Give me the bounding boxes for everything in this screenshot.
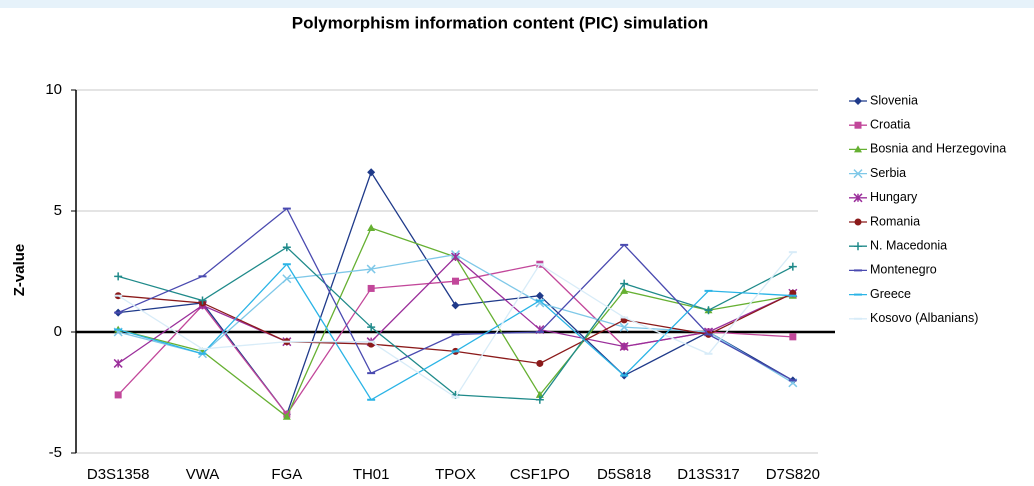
marker	[450, 252, 461, 262]
marker	[854, 121, 862, 129]
marker	[367, 168, 376, 177]
legend-label: Hungary	[870, 190, 918, 204]
legend-label: Kosovo (Albanians)	[870, 311, 978, 325]
legend-label: Romania	[870, 214, 920, 228]
y-tick-label: -5	[49, 444, 62, 461]
marker	[366, 264, 376, 274]
marker	[367, 323, 376, 332]
marker	[282, 243, 291, 252]
marker	[282, 412, 291, 420]
marker	[619, 341, 629, 352]
series-line	[118, 253, 794, 384]
marker	[536, 359, 544, 367]
x-tick-label: TPOX	[435, 466, 476, 483]
marker	[619, 322, 629, 332]
legend-label: Croatia	[870, 117, 910, 131]
legend-label: Montenegro	[870, 263, 937, 277]
marker	[282, 274, 292, 284]
marker	[853, 193, 863, 203]
y-tick-label: 5	[54, 202, 62, 219]
series-line	[118, 170, 794, 416]
legend-label: Greece	[870, 287, 911, 301]
marker	[198, 296, 207, 305]
x-tick-label: D13S317	[677, 466, 740, 483]
marker	[788, 262, 797, 271]
series-line	[117, 246, 794, 401]
marker	[367, 223, 376, 231]
marker	[535, 291, 544, 300]
marker	[704, 306, 713, 315]
legend-label: Slovenia	[870, 93, 918, 107]
marker	[854, 97, 862, 105]
marker	[367, 284, 375, 292]
legend-label: Bosnia and Herzegovina	[870, 142, 1006, 156]
chart-title: Polymorphism information content (PIC) s…	[292, 13, 709, 32]
x-tick-label: TH01	[353, 466, 390, 483]
y-axis-label: Z-value	[11, 244, 28, 297]
legend-label: Serbia	[870, 166, 906, 180]
legend: Slovenia Croatia Bosnia and Herzegovina Ser…	[849, 93, 1006, 325]
marker	[854, 145, 862, 153]
marker	[451, 301, 460, 310]
marker	[114, 272, 123, 281]
marker	[535, 395, 544, 404]
marker	[113, 358, 123, 368]
marker	[789, 333, 797, 341]
marker	[114, 391, 122, 399]
x-tick-label: VWA	[186, 466, 220, 483]
y-tick-label: 10	[45, 81, 62, 98]
x-tick-label: D5S818	[597, 466, 651, 483]
marker	[620, 286, 629, 294]
marker	[452, 277, 459, 285]
top-strip	[0, 0, 1034, 8]
x-tick-label: FGA	[271, 466, 302, 483]
marker	[854, 218, 862, 226]
x-tick-label: CSF1PO	[510, 466, 570, 483]
legend-label: N. Macedonia	[870, 238, 947, 252]
y-tick-label: 0	[54, 323, 62, 340]
x-tick-label: D3S1358	[87, 466, 150, 483]
marker	[854, 242, 862, 251]
marker	[853, 169, 863, 179]
marker	[620, 279, 629, 288]
x-tick-label: D7S820	[766, 466, 820, 483]
